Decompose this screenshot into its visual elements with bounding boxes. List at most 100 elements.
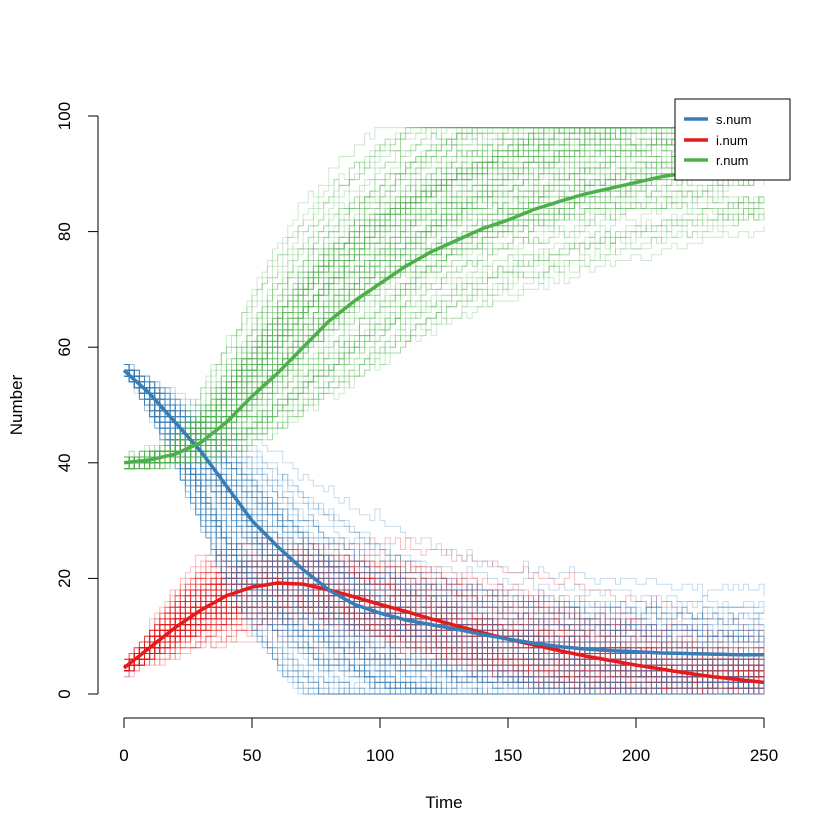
simulation-run xyxy=(124,127,764,470)
simulation-run xyxy=(124,369,764,695)
simulation-run xyxy=(124,213,765,470)
y-axis-label: Number xyxy=(7,374,26,435)
simulation-run xyxy=(124,127,764,470)
simulation-run xyxy=(124,566,764,695)
simulation-run xyxy=(124,127,764,464)
simulation-run xyxy=(124,127,765,470)
simulation-run xyxy=(124,369,765,649)
simulation-run xyxy=(124,173,765,470)
simulation-run xyxy=(124,364,764,695)
simulation-run xyxy=(124,127,764,464)
simulation-run xyxy=(124,369,764,695)
simulation-run xyxy=(124,369,764,695)
simulation-run xyxy=(124,537,764,689)
simulation-run xyxy=(124,156,764,464)
simulation-run xyxy=(124,554,765,672)
simulation-run xyxy=(124,369,764,620)
simulation-run xyxy=(124,554,764,678)
simulation-run xyxy=(124,369,764,678)
simulation-run xyxy=(124,127,764,464)
simulation-run xyxy=(124,196,764,470)
simulation-run xyxy=(124,364,764,631)
simulation-run xyxy=(124,364,764,695)
simulation-run xyxy=(124,560,764,678)
x-tick-label: 100 xyxy=(366,746,394,765)
simulation-run xyxy=(124,554,765,672)
simulation-run xyxy=(124,369,764,637)
simulation-run xyxy=(124,127,764,470)
legend-label-s-num: s.num xyxy=(716,112,751,127)
simulation-run xyxy=(124,375,765,689)
simulation-run xyxy=(124,127,764,470)
simulation-run xyxy=(124,127,765,470)
simulation-run xyxy=(124,369,764,695)
simulation-run xyxy=(124,601,765,683)
simulation-run xyxy=(124,369,764,654)
simulation-run xyxy=(124,127,764,470)
simulation-run xyxy=(124,202,764,470)
simulation-run xyxy=(124,127,764,464)
simulation-run xyxy=(124,375,764,695)
simulation-run xyxy=(124,566,764,672)
simulation-run xyxy=(124,606,765,678)
simulation-run xyxy=(124,369,764,695)
simulation-run xyxy=(124,566,765,672)
simulation-run xyxy=(124,127,764,464)
simulation-run xyxy=(124,369,764,666)
simulation-run xyxy=(124,560,765,695)
simulation-run xyxy=(124,369,764,695)
runs-s-num xyxy=(124,364,765,695)
simulation-run xyxy=(124,132,764,470)
simulation-run xyxy=(124,127,764,464)
simulation-run xyxy=(124,127,764,464)
simulation-run xyxy=(124,127,765,470)
simulation-run xyxy=(124,369,764,695)
simulation-run xyxy=(124,369,765,643)
simulation-run xyxy=(124,375,764,695)
y-tick-label: 0 xyxy=(55,689,74,698)
simulation-run xyxy=(124,364,764,695)
simulation-run xyxy=(124,369,764,683)
simulation-run xyxy=(124,369,764,695)
simulation-run xyxy=(124,364,764,695)
simulation-run xyxy=(124,127,764,464)
simulation-run xyxy=(124,150,765,470)
simulation-run xyxy=(124,554,765,695)
x-tick-label: 50 xyxy=(243,746,262,765)
simulation-run xyxy=(124,375,765,608)
simulation-run xyxy=(124,566,764,683)
simulation-run xyxy=(124,572,764,672)
simulation-run xyxy=(124,132,765,464)
simulation-run xyxy=(124,601,765,678)
simulation-run xyxy=(124,369,764,695)
simulation-run xyxy=(124,138,765,464)
simulation-run xyxy=(124,601,764,683)
simulation-runs xyxy=(124,127,765,695)
simulation-run xyxy=(124,369,765,666)
simulation-run xyxy=(124,127,764,464)
simulation-run xyxy=(124,577,765,683)
simulation-run xyxy=(124,369,764,695)
simulation-run xyxy=(124,369,764,643)
simulation-run xyxy=(124,577,765,689)
simulation-run xyxy=(124,560,764,672)
simulation-run xyxy=(124,369,765,695)
simulation-run xyxy=(124,554,764,695)
simulation-run xyxy=(124,589,764,695)
simulation-run xyxy=(124,572,765,689)
simulation-run xyxy=(124,375,764,695)
simulation-run xyxy=(124,144,764,464)
simulation-run xyxy=(124,127,764,464)
y-tick-label: 20 xyxy=(55,569,74,588)
simulation-run xyxy=(124,549,764,689)
simulation-run xyxy=(124,606,764,683)
simulation-run xyxy=(124,156,764,464)
simulation-run xyxy=(124,127,764,470)
simulation-run xyxy=(124,554,765,695)
simulation-run xyxy=(124,369,764,654)
simulation-run xyxy=(124,127,764,464)
x-tick-label: 250 xyxy=(750,746,778,765)
simulation-run xyxy=(124,127,764,470)
y-axis: 0 20 40 60 80 100 xyxy=(55,102,99,699)
simulation-run xyxy=(124,601,765,695)
